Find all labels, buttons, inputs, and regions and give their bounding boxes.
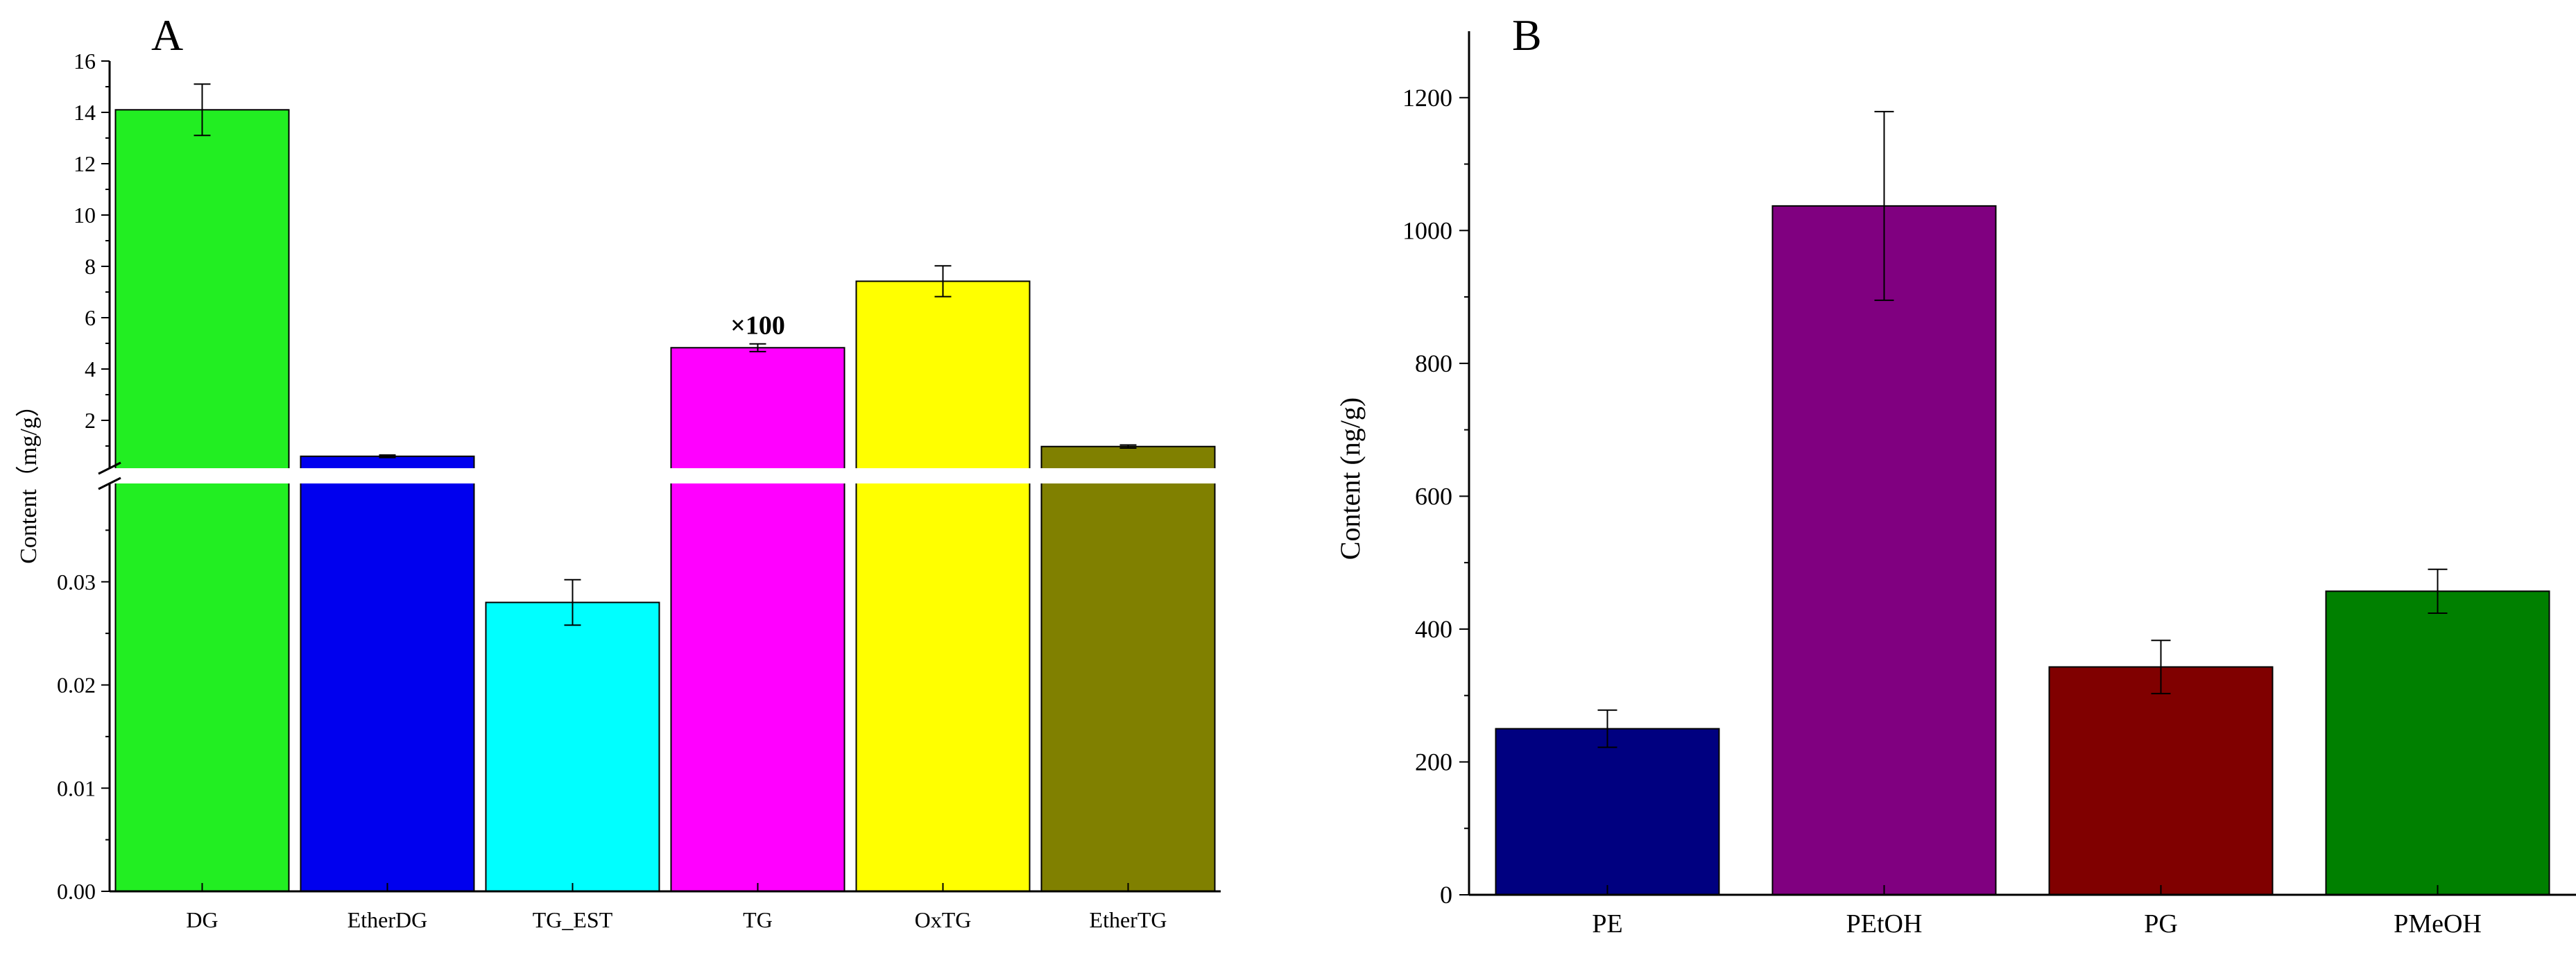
bar-dg <box>114 109 290 892</box>
y-tick-label-1000: 1000 <box>1402 216 1452 244</box>
x-tick-label-pg: PG <box>2144 909 2178 938</box>
y-tick-label-upper-14: 14 <box>74 100 96 125</box>
bar-pe <box>1495 728 1720 895</box>
y-tick-label-upper-8: 8 <box>85 254 96 279</box>
x-tick-label-oxtg: OxTG <box>915 907 972 932</box>
x-tick-label-pmeoh: PMeOH <box>2394 909 2482 938</box>
bar-petoh <box>1771 205 1997 896</box>
bar-ethertg <box>1040 445 1216 892</box>
bar-tg-est <box>485 601 660 892</box>
axis-break-gap <box>82 468 1235 483</box>
axis-break-mark-top <box>98 461 121 475</box>
y-tick-label-400: 400 <box>1415 615 1452 643</box>
bar-etherdg <box>300 455 475 892</box>
y-tick-label-800: 800 <box>1415 350 1452 377</box>
x-tick-label-petoh: PEtOH <box>1846 909 1923 938</box>
bar-pmeoh <box>2325 590 2550 895</box>
axis-break-mark-bottom <box>98 477 121 490</box>
bar-oxtg <box>855 280 1031 892</box>
y-tick-label-upper-2: 2 <box>85 408 96 433</box>
y-tick-label-upper-6: 6 <box>85 305 96 330</box>
panel-b-y-axis-label: Content (ng/g) <box>1334 397 1366 560</box>
panel-b-label: B <box>1512 10 1542 60</box>
y-tick-label-upper-12: 12 <box>74 151 96 176</box>
y-tick-label-upper-4: 4 <box>85 357 96 382</box>
x-tick-label-pe: PE <box>1592 909 1622 938</box>
x-tick-label-tg: TG <box>743 907 773 932</box>
x-tick-label-ethertg: EtherTG <box>1090 907 1167 932</box>
y-tick-label-lower-0-00: 0.00 <box>57 879 96 904</box>
x-tick-label-etherdg: EtherDG <box>347 907 428 932</box>
panel-a-y-axis-label: Content（mg/g） <box>15 393 42 564</box>
y-tick-label-lower-0-02: 0.02 <box>57 673 96 698</box>
panel-a: A Content（mg/g） ×100 DG EtherDG TG_EST TG Ox… <box>15 10 1235 932</box>
x-tick-label-dg: DG <box>186 907 218 932</box>
panel-b: B Content (ng/g) PE PEtOH PG PMeOH 0 200 400 60… <box>1334 10 2576 938</box>
y-tick-label-1200: 1200 <box>1402 84 1452 112</box>
panel-b-axes: PE PEtOH PG PMeOH 0 200 400 600 800 1000 1200 <box>1402 31 2576 938</box>
panel-a-bars: ×100 <box>114 83 1216 893</box>
panel-b-bars <box>1495 110 2550 896</box>
y-tick-label-600: 600 <box>1415 482 1452 510</box>
y-tick-label-0: 0 <box>1440 881 1452 909</box>
bar-tg <box>670 347 845 893</box>
annotation-100: ×100 <box>730 311 785 341</box>
x-tick-label-tg-est: TG_EST <box>533 907 613 932</box>
y-tick-label-upper-10: 10 <box>74 203 96 228</box>
y-tick-label-upper-16: 16 <box>74 49 96 74</box>
panel-a-axes: DG EtherDG TG_EST TG OxTG EtherTG 2 4 6 8 10 12 14 16… <box>57 49 1235 932</box>
y-tick-label-200: 200 <box>1415 748 1452 775</box>
y-tick-label-lower-0-03: 0.03 <box>57 569 96 594</box>
panel-a-label: A <box>151 10 183 60</box>
y-tick-label-lower-0-01: 0.01 <box>57 775 96 800</box>
bar-pg <box>2048 666 2274 895</box>
